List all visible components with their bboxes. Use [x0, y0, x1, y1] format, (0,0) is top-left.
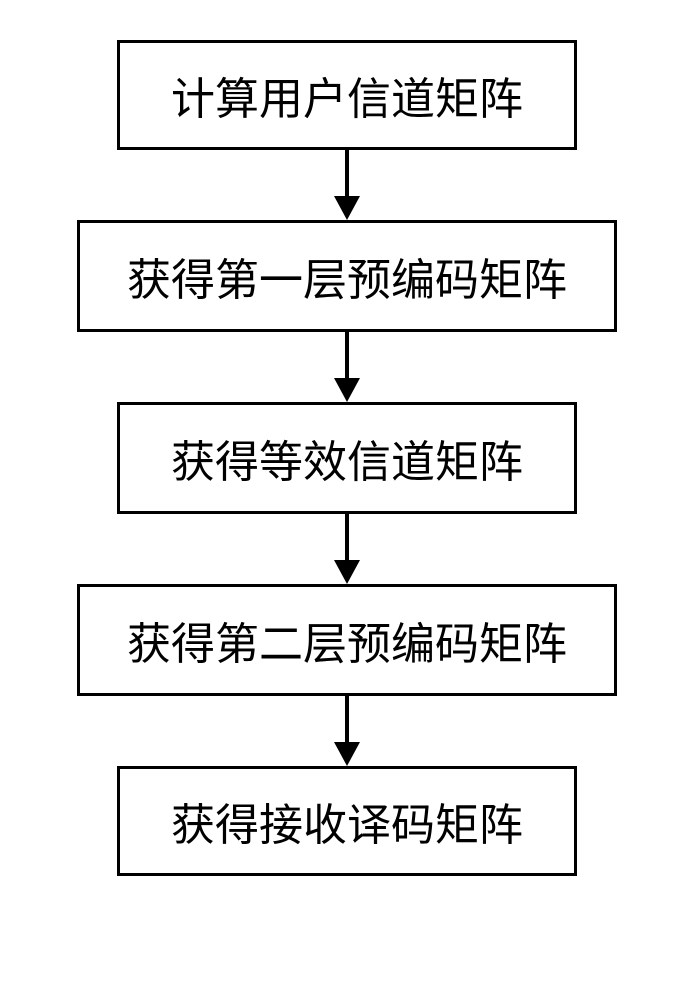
flow-arrow — [334, 150, 360, 220]
flow-node: 计算用户信道矩阵 — [117, 40, 577, 150]
flow-node-label: 获得第一层预编码矩阵 — [127, 244, 567, 308]
flow-arrow — [334, 332, 360, 402]
flow-node-label: 获得接收译码矩阵 — [171, 789, 523, 853]
flow-node-label: 获得第二层预编码矩阵 — [127, 608, 567, 672]
arrow-head-icon — [334, 378, 360, 402]
flow-arrow — [334, 696, 360, 766]
flow-node: 获得等效信道矩阵 — [117, 402, 577, 514]
arrow-line — [345, 150, 349, 196]
flow-arrow — [334, 514, 360, 584]
arrow-line — [345, 696, 349, 742]
arrow-line — [345, 332, 349, 378]
flow-node: 获得接收译码矩阵 — [117, 766, 577, 876]
flow-node: 获得第一层预编码矩阵 — [77, 220, 617, 332]
flow-node-label: 获得等效信道矩阵 — [171, 426, 523, 490]
arrow-line — [345, 514, 349, 560]
arrow-head-icon — [334, 196, 360, 220]
arrow-head-icon — [334, 560, 360, 584]
flowchart-container: 计算用户信道矩阵获得第一层预编码矩阵获得等效信道矩阵获得第二层预编码矩阵获得接收… — [0, 0, 694, 876]
flow-node-label: 计算用户信道矩阵 — [171, 63, 523, 127]
arrow-head-icon — [334, 742, 360, 766]
flow-node: 获得第二层预编码矩阵 — [77, 584, 617, 696]
